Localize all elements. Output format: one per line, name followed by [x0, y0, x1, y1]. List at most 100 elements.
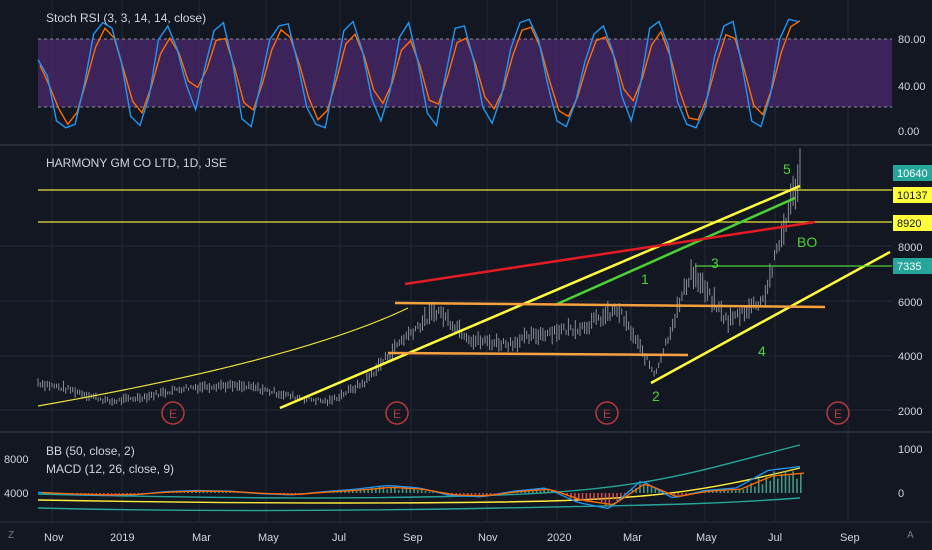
macd-histogram-bar	[650, 486, 653, 493]
macd-histogram-bar	[547, 490, 549, 493]
macd-histogram-bar	[229, 492, 232, 493]
auto-scale-toggle-icon[interactable]: A	[907, 530, 914, 541]
x-label-mar-2020: Mar	[623, 532, 642, 544]
macd-histogram-bar	[623, 493, 626, 495]
green-trendline[interactable]	[554, 196, 796, 307]
macd-histogram-bar	[129, 493, 132, 495]
event-marker-label: E	[169, 407, 177, 421]
macd-histogram-bar	[589, 493, 591, 501]
macd-histogram-bar	[401, 487, 404, 493]
macd-histogram-bar	[463, 493, 465, 495]
macd-histogram-bar	[800, 473, 802, 493]
price-panel: HARMONY GM CO LTD, 1D, JSE 1 2 3 4 5 BO …	[37, 148, 932, 425]
price-tag-text: 10640	[897, 168, 928, 180]
bb-title: BB (50, close, 2)	[46, 444, 135, 458]
timezone-toggle-icon[interactable]: Z	[8, 530, 14, 541]
macd-histogram-bar	[620, 493, 622, 497]
macd-histogram-bar	[91, 493, 94, 495]
macd-histogram-bar	[336, 492, 339, 493]
macd-histogram-bar	[340, 491, 343, 493]
macd-histogram-bar	[390, 487, 392, 493]
macd-histogram-bar	[409, 488, 411, 493]
event-marker-3[interactable]: E	[595, 401, 619, 425]
macd-histogram-bar	[103, 493, 105, 495]
macd-histogram-bar	[405, 488, 408, 493]
price-tag-text: 7335	[897, 261, 921, 273]
macd-histogram-bar	[382, 486, 385, 493]
macd-histogram-bar	[723, 489, 725, 493]
stoch-title: Stoch RSI (3, 3, 14, 14, close)	[46, 11, 206, 25]
macd-histogram-bar	[99, 493, 101, 495]
macd-histogram-bar	[87, 493, 90, 495]
event-marker-label: E	[603, 407, 611, 421]
price-bars	[37, 148, 801, 406]
macd-histogram-bar	[420, 489, 423, 493]
macd-histogram-bar	[551, 490, 553, 493]
macd-right-label-1000: 1000	[898, 444, 922, 456]
macd-histogram-bar	[233, 492, 235, 493]
event-marker-1[interactable]: E	[161, 401, 185, 425]
macd-histogram-bar	[681, 493, 683, 495]
channel-lower-line[interactable]	[650, 250, 891, 385]
indicator-panel: BB (50, close, 2) MACD (12, 26, close, 9…	[4, 444, 922, 512]
macd-histogram-bar	[466, 493, 469, 495]
parabolic-curve[interactable]	[37, 307, 409, 407]
macd-histogram-bar	[585, 493, 588, 502]
price-tag-7335: 7335	[893, 258, 932, 274]
stoch-rsi-panel: Stoch RSI (3, 3, 14, 14, close) 80.00 40…	[37, 11, 926, 138]
macd-histogram-bar	[666, 493, 668, 494]
macd-histogram-bar	[133, 493, 136, 494]
macd-histogram-bar	[566, 493, 568, 496]
x-label-sep-2020: Sep	[840, 532, 860, 544]
stoch-ylabel-80: 80.00	[898, 34, 926, 46]
bb-basis	[37, 467, 801, 504]
event-marker-2[interactable]: E	[385, 401, 409, 425]
stoch-ylabel-0: 0.00	[898, 126, 919, 138]
macd-histogram-bar	[375, 488, 377, 493]
macd-histogram-bar	[520, 491, 523, 493]
macd-histogram-bar	[141, 493, 143, 494]
macd-histogram-bar	[654, 488, 657, 493]
bb-left-label-8000: 8000	[4, 454, 28, 466]
macd-histogram-bar	[528, 491, 530, 493]
event-marker-4[interactable]: E	[826, 401, 850, 425]
wave-label-5: 5	[783, 161, 791, 177]
macd-histogram-bar	[332, 492, 335, 493]
channel-upper-line[interactable]	[279, 184, 801, 410]
macd-histogram-bar	[359, 490, 362, 493]
event-marker-label: E	[393, 407, 401, 421]
macd-histogram-bar	[761, 484, 764, 493]
macd-histogram-bar	[788, 475, 791, 493]
red-trendline[interactable]	[404, 220, 816, 286]
macd-histogram-bar	[195, 491, 197, 493]
macd-histogram-bar	[371, 487, 373, 493]
x-label-nov-2019: Nov	[478, 532, 498, 544]
macd-histogram-bar	[214, 492, 216, 493]
orange-range-top[interactable]	[394, 301, 826, 309]
price-tag-text: 8920	[897, 218, 921, 230]
bo-annotation: BO	[797, 234, 817, 250]
macd-histogram-bar	[719, 491, 722, 493]
macd-histogram-bar	[206, 491, 209, 493]
macd-histogram-bar	[106, 493, 109, 495]
macd-histogram-bar	[746, 486, 748, 493]
macd-histogram-bar	[604, 493, 607, 506]
macd-histogram-bar	[210, 491, 212, 493]
stoch-d-line	[39, 20, 801, 126]
macd-histogram-bar	[352, 490, 354, 493]
macd-histogram-bar	[191, 491, 193, 493]
x-axis[interactable]: Nov 2019 Mar May Jul Sep Nov 2020 Mar Ma…	[0, 521, 932, 544]
orange-range-bottom[interactable]	[387, 351, 689, 357]
macd-histogram-bar	[348, 490, 350, 493]
macd-histogram-bar	[597, 493, 599, 501]
x-label-mar-2019: Mar	[192, 532, 211, 544]
macd-histogram-bar	[363, 489, 366, 493]
macd-histogram-bar	[202, 490, 205, 493]
macd-histogram-bar	[378, 487, 381, 493]
macd-histogram-bar	[643, 484, 645, 493]
macd-histogram-bar	[543, 489, 545, 493]
macd-histogram-bar	[608, 493, 611, 505]
macd-histogram-bar	[386, 489, 389, 493]
x-label-nov-2018: Nov	[44, 532, 64, 544]
